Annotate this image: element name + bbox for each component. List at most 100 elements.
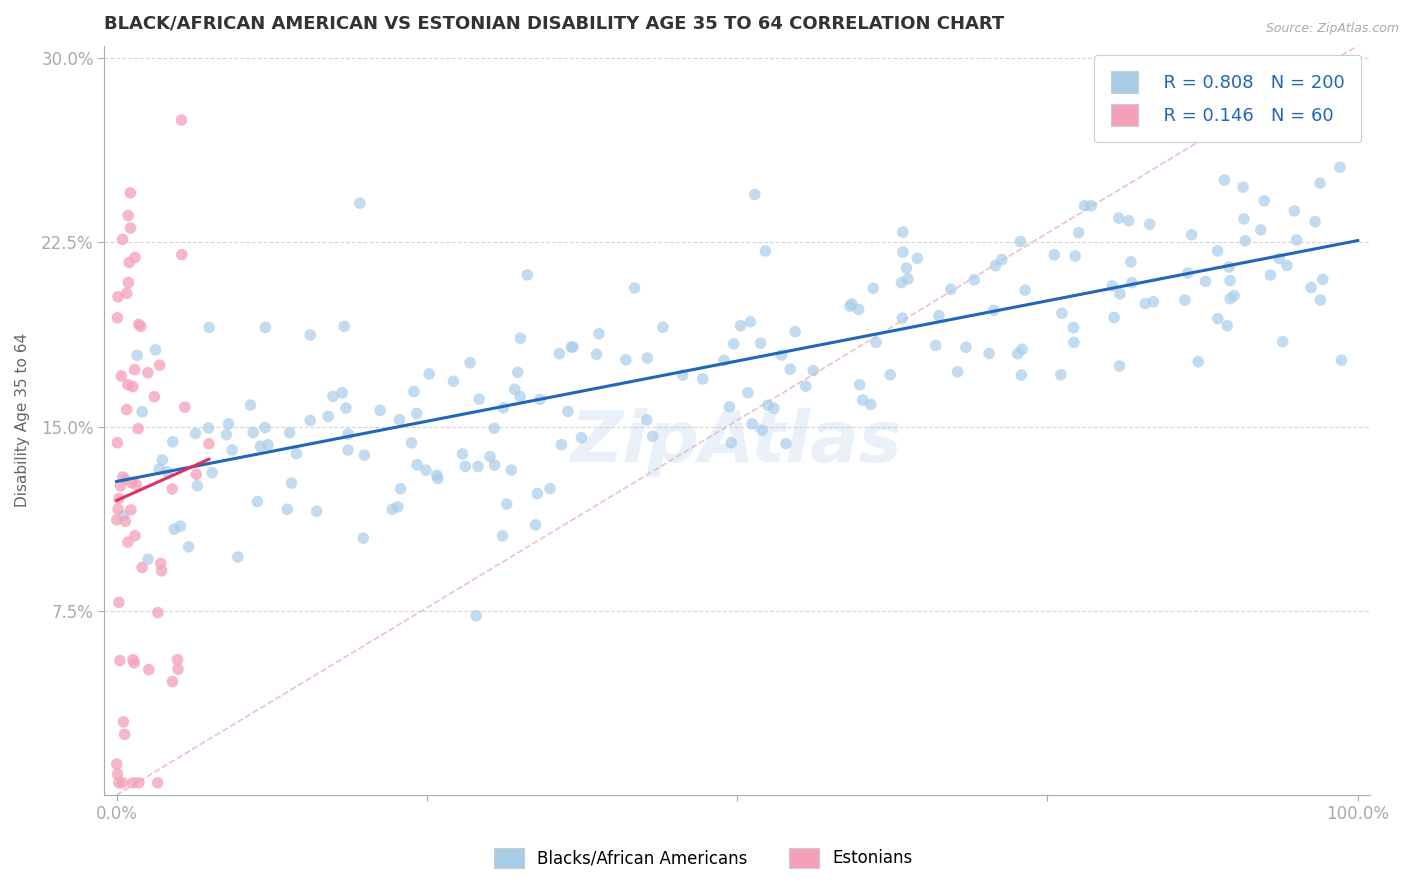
Point [775, 436, 797, 450]
Point [117, 377, 139, 392]
Point [322, 389, 344, 403]
Point [145, 343, 167, 357]
Point [406, 458, 429, 472]
Point [1275, 259, 1298, 273]
Point [1067, 226, 1090, 240]
Point [1194, 274, 1216, 288]
Point [562, 340, 585, 354]
Point [1050, 368, 1073, 382]
Point [162, 674, 184, 689]
Point [925, 338, 948, 352]
Point [991, 252, 1014, 267]
Point [129, 319, 152, 334]
Point [177, 540, 200, 554]
Point [136, 366, 159, 380]
Point [1253, 194, 1275, 208]
Point [526, 486, 548, 500]
Point [117, 276, 139, 290]
Point [349, 196, 371, 211]
Point [1177, 266, 1199, 280]
Point [368, 403, 391, 417]
Point [509, 390, 531, 404]
Point [124, 251, 146, 265]
Point [381, 502, 404, 516]
Point [1216, 318, 1239, 333]
Point [162, 482, 184, 496]
Point [762, 401, 785, 416]
Point [337, 443, 360, 458]
Point [114, 472, 136, 486]
Point [1271, 334, 1294, 349]
Point [184, 426, 207, 441]
Point [1303, 214, 1326, 228]
Point [186, 478, 208, 492]
Point [107, 290, 129, 304]
Point [170, 113, 193, 128]
Point [105, 756, 128, 771]
Point [110, 368, 132, 383]
Point [1102, 310, 1125, 325]
Point [1014, 283, 1036, 297]
Point [848, 377, 870, 392]
Point [548, 346, 571, 360]
Point [131, 405, 153, 419]
Text: Source: ZipAtlas.com: Source: ZipAtlas.com [1265, 22, 1399, 36]
Point [198, 320, 221, 334]
Point [114, 514, 136, 528]
Point [276, 502, 298, 516]
Point [337, 427, 360, 442]
Point [636, 413, 658, 427]
Point [550, 438, 572, 452]
Point [1219, 292, 1241, 306]
Point [389, 482, 412, 496]
Point [801, 363, 824, 377]
Point [221, 442, 243, 457]
Point [1284, 203, 1306, 218]
Point [197, 421, 219, 435]
Point [112, 508, 135, 523]
Point [353, 448, 375, 462]
Point [122, 653, 145, 667]
Point [1101, 278, 1123, 293]
Point [495, 497, 517, 511]
Point [749, 336, 772, 351]
Point [491, 529, 513, 543]
Point [112, 714, 135, 729]
Point [146, 606, 169, 620]
Point [167, 662, 190, 676]
Point [1219, 274, 1241, 288]
Point [492, 401, 515, 415]
Point [418, 367, 440, 381]
Point [143, 390, 166, 404]
Point [335, 401, 357, 415]
Point [1108, 211, 1130, 225]
Point [136, 552, 159, 566]
Point [740, 315, 762, 329]
Point [651, 320, 673, 334]
Point [1234, 234, 1257, 248]
Point [124, 362, 146, 376]
Point [387, 500, 409, 514]
Point [451, 447, 474, 461]
Text: BLACK/AFRICAN AMERICAN VS ESTONIAN DISABILITY AGE 35 TO 64 CORRELATION CHART: BLACK/AFRICAN AMERICAN VS ESTONIAN DISAB… [104, 15, 1004, 33]
Point [1187, 354, 1209, 368]
Point [1109, 286, 1132, 301]
Point [484, 458, 506, 472]
Point [859, 397, 882, 411]
Point [170, 247, 193, 261]
Point [107, 767, 129, 781]
Point [402, 384, 425, 399]
Point [879, 368, 901, 382]
Point [1301, 280, 1323, 294]
Point [720, 435, 742, 450]
Point [571, 431, 593, 445]
Point [108, 654, 131, 668]
Point [111, 232, 134, 246]
Point [111, 470, 134, 484]
Point [506, 365, 529, 379]
Point [1250, 223, 1272, 237]
Point [127, 422, 149, 436]
Point [1043, 248, 1066, 262]
Point [852, 393, 875, 408]
Point [1260, 268, 1282, 282]
